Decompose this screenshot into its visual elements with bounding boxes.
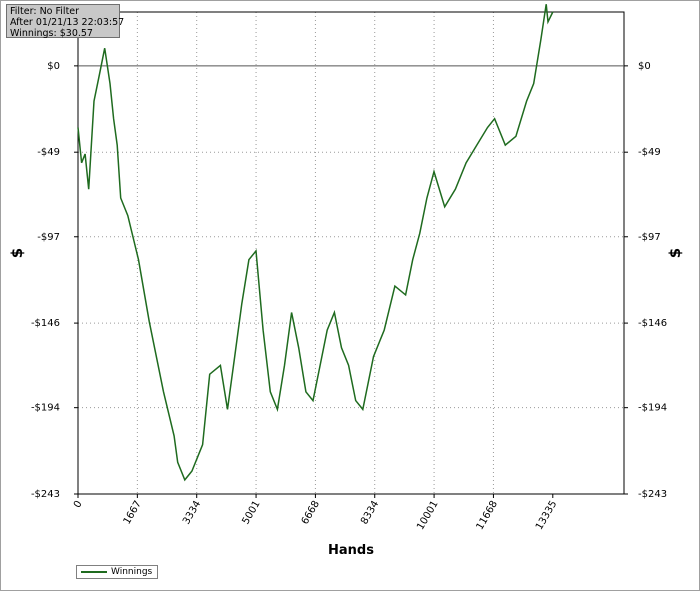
y-tick-label-left: -$243 bbox=[31, 489, 60, 500]
legend: Winnings bbox=[76, 565, 158, 579]
info-box: Filter: No Filter After 01/21/13 22:03:5… bbox=[6, 4, 125, 39]
y-tick-label-right: -$97 bbox=[638, 232, 661, 243]
y-tick-label-right: -$194 bbox=[638, 403, 667, 414]
x-tick-label: 3334 bbox=[181, 499, 203, 527]
x-axis-title: Hands bbox=[328, 543, 374, 558]
y-axis-title-left: $ bbox=[8, 248, 26, 258]
after-date-label: After 01/21/13 22:03:57 bbox=[10, 17, 125, 28]
filter-label: Filter: No Filter bbox=[10, 6, 80, 17]
x-tick-label: 1667 bbox=[122, 499, 144, 527]
x-axis: 0 1667 3334 5001 6668 8334 10001 11668 13335 bbox=[72, 494, 559, 532]
y-axis-title-right: $ bbox=[666, 248, 684, 258]
y-tick-label-left: $0 bbox=[47, 61, 60, 72]
y-tick-label-right: $0 bbox=[638, 61, 651, 72]
grid-lines bbox=[78, 12, 624, 494]
y-axis-left: $0 -$49 -$97 -$146 -$194 -$243 bbox=[31, 61, 78, 500]
y-tick-label-right: -$146 bbox=[638, 318, 667, 329]
x-tick-label: 10001 bbox=[415, 499, 440, 532]
plot-area bbox=[77, 11, 625, 495]
x-tick-label: 6668 bbox=[300, 499, 322, 527]
legend-label: Winnings bbox=[111, 567, 153, 577]
y-tick-label-left: -$146 bbox=[31, 318, 60, 329]
series-line-winnings bbox=[77, 4, 554, 482]
winnings-label: Winnings: $30.57 bbox=[10, 28, 93, 39]
x-tick-label: 11668 bbox=[475, 499, 500, 532]
y-axis-right: $0 -$49 -$97 -$146 -$194 -$243 bbox=[624, 61, 667, 500]
y-tick-label-left: -$194 bbox=[31, 403, 60, 414]
x-tick-label: 5001 bbox=[240, 499, 262, 527]
legend-swatch bbox=[81, 571, 107, 573]
y-tick-label-left: -$49 bbox=[37, 147, 60, 158]
x-tick-label: 8334 bbox=[359, 499, 381, 527]
x-tick-label: 13335 bbox=[534, 499, 559, 532]
y-tick-label-right: -$49 bbox=[638, 147, 661, 158]
y-tick-label-left: -$97 bbox=[37, 232, 60, 243]
x-tick-label: 0 bbox=[72, 499, 85, 510]
y-tick-label-right: -$243 bbox=[638, 489, 667, 500]
